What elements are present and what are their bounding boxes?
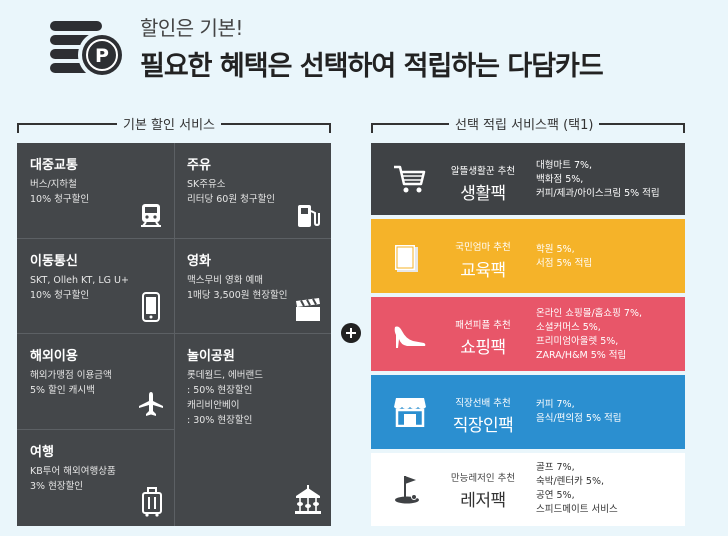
pack-benefit-line: 백화점 5%, [536, 174, 584, 185]
pack-benefit-line: 골프 7%, [536, 462, 575, 473]
golf-flag-icon [393, 473, 423, 509]
train-icon [140, 203, 162, 233]
pack-benefit-line: 커피 7%, [536, 399, 575, 410]
coin-stack-icon: P [50, 17, 126, 81]
pack-education: 국민엄마 추천 교육팩 학원 5%, 서점 5% 적립 [371, 219, 685, 293]
basic-item-line: : 50% 현장할인 [187, 385, 253, 396]
basic-item-line: : 30% 현장할인 [187, 415, 253, 426]
basic-item-line: SKT, Olleh KT, LG U+ [30, 275, 129, 286]
pack-name: 쇼핑팩 [460, 338, 506, 358]
basic-item-title: 영화 [187, 254, 211, 269]
pack-benefit-line: 공연 5%, [536, 490, 575, 501]
pack-leisure: 만능레저인 추천 레저팩 골프 7%, 숙박/렌터카 5%, 공연 5%, 스피… [371, 453, 685, 526]
basic-item-line: 리터당 60원 청구할인 [187, 194, 276, 205]
pack-benefit-line: 음식/편의점 5% 적립 [536, 413, 622, 424]
basic-item-title: 놀이공원 [187, 349, 235, 364]
book-icon [393, 243, 419, 277]
pack-recommender: 만능레저인 추천 [450, 473, 516, 484]
basic-item-overseas: 해외이용 해외가맹점 이용금액 5% 할인 캐시백 [17, 333, 174, 429]
basic-service-grid: 대중교통 버스/지하철 10% 청구할인 주유 SK주유소 리터당 [17, 143, 331, 526]
basic-item-transit: 대중교통 버스/지하철 10% 청구할인 [17, 143, 174, 238]
basic-item-title: 해외이용 [30, 349, 78, 364]
basic-section-label: 기본 할인 서비스 [117, 114, 221, 133]
select-section-label: 선택 적립 서비스팩 (택1) [449, 114, 600, 133]
pack-benefit-line: 숙박/렌터카 5%, [536, 476, 605, 487]
pack-recommender: 국민엄마 추천 [455, 242, 511, 253]
clapperboard-icon [295, 298, 321, 326]
pack-name: 생활팩 [460, 184, 506, 204]
high-heel-icon [393, 321, 427, 353]
basic-item-title: 대중교통 [30, 158, 78, 173]
pack-name: 레저팩 [460, 491, 506, 511]
carousel-icon [295, 485, 321, 519]
basic-item-line: 5% 할인 캐시백 [30, 385, 95, 396]
pack-recommender: 알뜰생활꾼 추천 [450, 166, 516, 177]
pack-benefit-line: 스피드메이트 서비스 [536, 504, 618, 515]
basic-item-movie: 영화 맥스무비 영화 예매 1매당 3,500원 현장할인 [174, 238, 331, 333]
basic-item-line: 10% 청구할인 [30, 194, 90, 205]
mobile-phone-icon [142, 292, 160, 326]
coin-letter: P [95, 45, 109, 67]
basic-item-line: 3% 현장할인 [30, 481, 84, 492]
basic-item-line: 버스/지하철 [30, 179, 77, 190]
gas-pump-icon [296, 203, 320, 233]
basic-item-line: 캐리비안베이 [187, 400, 240, 411]
basic-item-line: KB투어 해외여행상품 [30, 466, 116, 477]
airplane-icon [138, 391, 164, 421]
basic-item-line: 롯데월드, 에버랜드 [187, 370, 263, 381]
luggage-icon [142, 487, 162, 521]
select-section-header: 선택 적립 서비스팩 (택1) [371, 114, 685, 134]
basic-item-amusement-park: 놀이공원 롯데월드, 에버랜드 : 50% 현장할인 캐리비안베이 : 30% … [174, 333, 331, 526]
pack-name: 직장인팩 [452, 416, 514, 436]
pack-benefit-line: 학원 5%, [536, 244, 575, 255]
plus-icon [341, 323, 361, 343]
pack-benefit-line: 프리미엄아울렛 5%, [536, 336, 619, 347]
basic-section-header: 기본 할인 서비스 [17, 114, 331, 134]
pack-benefit-line: 대형마트 7%, [536, 160, 593, 171]
pack-benefit-line: 서점 5% 적립 [536, 258, 593, 269]
basic-item-line: 해외가맹점 이용금액 [30, 370, 112, 381]
pack-name: 교육팩 [460, 261, 506, 281]
pack-benefit-line: ZARA/H&M 5% 적립 [536, 350, 627, 361]
basic-item-line: SK주유소 [187, 179, 226, 190]
basic-item-fuel: 주유 SK주유소 리터당 60원 청구할인 [174, 143, 331, 238]
storefront-icon [393, 397, 427, 431]
basic-item-mobile: 이동통신 SKT, Olleh KT, LG U+ 10% 청구할인 [17, 238, 174, 333]
shopping-cart-icon [393, 165, 427, 199]
pack-living: 알뜰생활꾼 추천 생활팩 대형마트 7%, 백화점 5%, 커피/제과/아이스크… [371, 143, 685, 215]
pack-benefit-line: 소셜커머스 5%, [536, 322, 601, 333]
basic-item-title: 이동통신 [30, 254, 78, 269]
pack-office-worker: 직장선배 추천 직장인팩 커피 7%, 음식/편의점 5% 적립 [371, 375, 685, 449]
basic-item-title: 주유 [187, 158, 211, 173]
page-title: 필요한 혜택은 선택하여 적립하는 다담카드 [140, 51, 604, 82]
basic-item-line: 10% 청구할인 [30, 290, 90, 301]
header-subtitle: 할인은 기본! [140, 16, 243, 40]
basic-item-line: 맥스무비 영화 예매 [187, 275, 263, 286]
pack-recommender: 직장선배 추천 [455, 398, 511, 409]
pack-recommender: 패션피플 추천 [455, 320, 511, 331]
pack-benefit-line: 온라인 쇼핑몰/홈쇼핑 7%, [536, 308, 642, 319]
basic-item-line: 1매당 3,500원 현장할인 [187, 290, 288, 301]
pack-shopping: 패션피플 추천 쇼핑팩 온라인 쇼핑몰/홈쇼핑 7%, 소셜커머스 5%, 프리… [371, 297, 685, 371]
basic-item-travel: 여행 KB투어 해외여행상품 3% 현장할인 [17, 429, 174, 526]
pack-benefit-line: 커피/제과/아이스크림 5% 적립 [536, 188, 660, 199]
basic-item-title: 여행 [30, 445, 54, 460]
